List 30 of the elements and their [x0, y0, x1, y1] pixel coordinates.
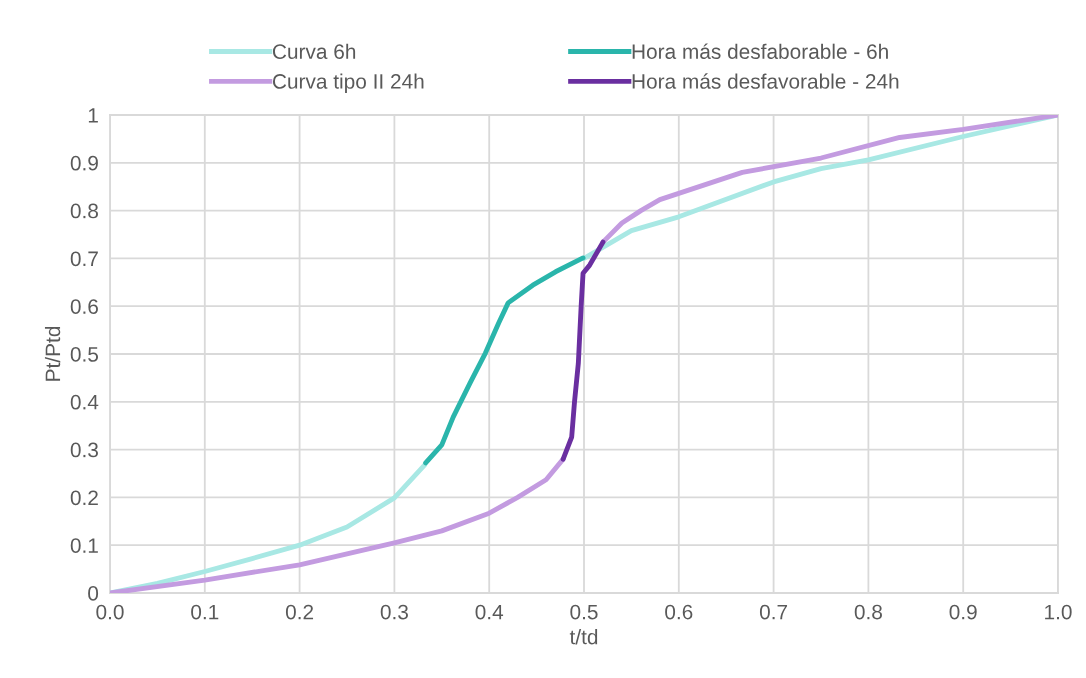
x-tick-label: 0.9	[949, 604, 977, 620]
y-tick-label: 0.4	[70, 394, 99, 410]
x-tick-label: 1.0	[1045, 604, 1072, 620]
y-tick-label: 0.7	[70, 251, 98, 267]
y-tick-label: 0.6	[70, 299, 98, 314]
x-axis-title: t/td	[569, 629, 598, 645]
x-tick-label: 0.4	[475, 604, 504, 620]
y-tick-label: 1	[88, 108, 98, 123]
legend-label: Hora más desfavorable - 24h	[632, 73, 899, 89]
y-axis-title: Pt/Ptd	[44, 326, 61, 381]
y-tick-label: 0.5	[70, 347, 99, 362]
y-tick-label: 0.8	[70, 203, 98, 219]
x-tick-label: 0.2	[285, 604, 314, 620]
y-tick-label: 0.2	[70, 490, 98, 506]
y-tick-label: 0	[88, 586, 99, 601]
x-tick-label: 0.8	[854, 604, 882, 620]
x-tick-label: 0.0	[96, 604, 124, 620]
x-tick-label: 0.5	[570, 604, 598, 620]
legend-label: Curva 6h	[272, 43, 356, 59]
y-tick-label: 0.9	[70, 155, 98, 171]
x-tick-label: 0.3	[380, 604, 408, 620]
y-tick-label: 0.3	[70, 442, 98, 458]
line-series	[423, 255, 586, 466]
legend-label: Curva tipo II 24h	[272, 73, 424, 93]
line-series	[560, 239, 606, 462]
y-tick-label: 0.1	[70, 538, 98, 553]
x-tick-label: 0.6	[665, 604, 693, 620]
x-tick-label: 0.1	[191, 604, 219, 620]
legend-label: Hora más desfaborable - 6h	[632, 43, 888, 59]
x-tick-label: 0.7	[759, 604, 788, 620]
